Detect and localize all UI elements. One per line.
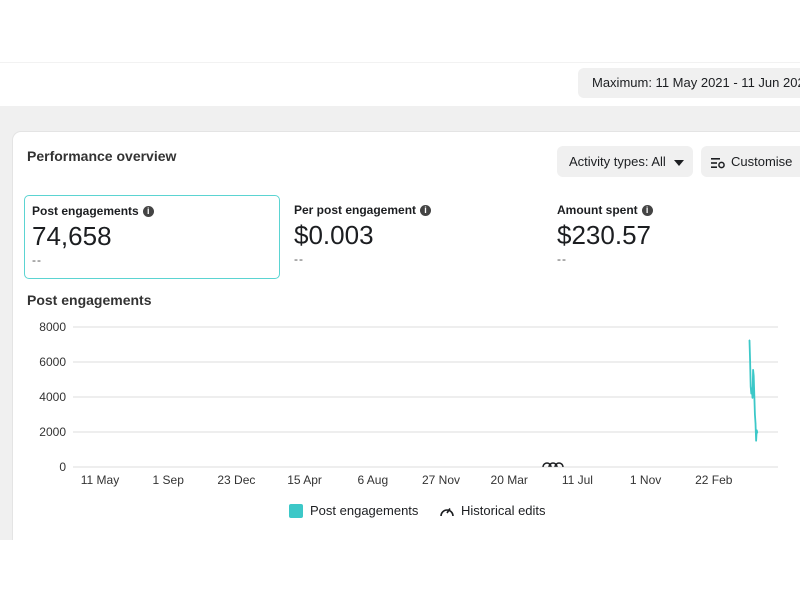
- x-tick-label: 20 Mar: [491, 473, 528, 487]
- data-point: [749, 359, 751, 361]
- x-tick-label: 27 Nov: [422, 473, 460, 487]
- customise-icon: [711, 157, 725, 168]
- y-tick-label: 8000: [39, 320, 66, 334]
- customise-button[interactable]: Customise: [701, 146, 800, 177]
- metric-label-text: Amount spent: [557, 203, 638, 217]
- x-tick-label: 11 Jul: [562, 473, 593, 487]
- y-tick-label: 6000: [39, 355, 66, 369]
- date-range-selector[interactable]: Maximum: 11 May 2021 - 11 Jun 2024: [578, 68, 800, 98]
- chart-title: Post engagements: [27, 292, 152, 308]
- metric-label-text: Post engagements: [32, 204, 139, 218]
- legend-swatch: [289, 503, 303, 518]
- metric-amount-spent[interactable]: Amount spent i $230.57 --: [550, 195, 800, 279]
- data-point: [755, 440, 757, 442]
- metric-value: $230.57: [557, 220, 651, 250]
- caret-down-icon: [673, 159, 684, 166]
- metric-comparison: --: [294, 252, 304, 266]
- metric-comparison: --: [557, 252, 567, 266]
- x-tick-label: 11 May: [81, 473, 119, 487]
- activity-types-dropdown[interactable]: Activity types: All: [557, 146, 693, 177]
- metric-per-post-engagement[interactable]: Per post engagement i $0.003 --: [287, 195, 543, 279]
- legend-item-post-engagements[interactable]: Post engagements: [289, 503, 418, 518]
- info-icon[interactable]: i: [142, 205, 154, 217]
- data-point: [756, 429, 758, 431]
- x-tick-label: 23 Dec: [217, 473, 255, 487]
- customise-label: Customise: [731, 154, 793, 169]
- card-title: Performance overview: [27, 148, 177, 164]
- data-point: [754, 422, 757, 424]
- metric-value: $0.003: [294, 220, 374, 250]
- metric-label: Post engagements i: [32, 204, 272, 218]
- activity-types-label: Activity types: All: [569, 154, 666, 169]
- legend-item-historical-edits[interactable]: Historical edits: [439, 503, 546, 518]
- metric-label-text: Per post engagement: [294, 203, 417, 217]
- metric-post-engagements[interactable]: Post engagements i 74,658 --: [24, 195, 280, 279]
- historical-edit-marker: [554, 462, 564, 468]
- y-tick-label: 2000: [39, 425, 66, 439]
- historical-edit-marker: [548, 462, 558, 468]
- x-tick-label: 22 Feb: [695, 473, 733, 487]
- x-tick-label: 1 Sep: [153, 473, 185, 487]
- gauge-icon: [440, 507, 454, 516]
- data-point: [753, 375, 755, 377]
- data-point: [756, 432, 758, 434]
- metric-label: Amount spent i: [557, 203, 799, 217]
- y-tick-label: 0: [59, 460, 66, 474]
- data-point: [753, 394, 755, 396]
- x-tick-label: 15 Apr: [287, 473, 322, 487]
- legend-label: Historical edits: [461, 503, 546, 518]
- metric-comparison: --: [32, 253, 42, 267]
- metric-label: Per post engagement i: [294, 203, 536, 217]
- data-point: [748, 339, 751, 341]
- x-tick-label: 6 Aug: [357, 473, 388, 487]
- info-icon[interactable]: i: [641, 204, 653, 216]
- page-bottom: [0, 540, 800, 600]
- data-point: [751, 397, 754, 399]
- data-point: [750, 385, 752, 388]
- y-tick-label: 4000: [39, 390, 66, 404]
- data-point: [751, 387, 753, 389]
- performance-overview-card: Performance overview Activity types: All…: [13, 132, 800, 542]
- data-point: [754, 413, 756, 416]
- metric-value: 74,658: [32, 221, 112, 251]
- historical-edit-marker: [542, 462, 552, 468]
- series-line-post-engagements: [748, 340, 759, 442]
- legend-label: Post engagements: [310, 503, 419, 518]
- data-point: [750, 392, 752, 395]
- info-icon[interactable]: i: [420, 204, 432, 216]
- data-point: [752, 369, 754, 371]
- post-engagements-chart: 0 2000 4000 6000 8000 11 May 1 Sep 23 Dec 15 Apr…: [39, 320, 778, 487]
- x-tick-label: 1 Nov: [630, 473, 661, 487]
